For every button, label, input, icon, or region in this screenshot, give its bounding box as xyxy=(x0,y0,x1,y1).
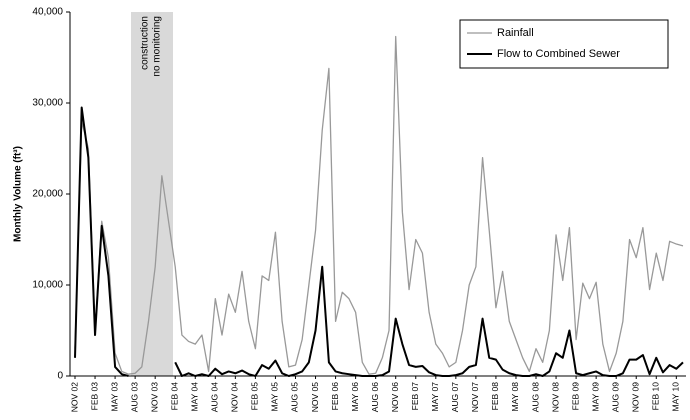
x-tick-label: AUG 03 xyxy=(129,382,139,413)
annotation: no monitoring xyxy=(152,16,163,77)
legend-label: Flow to Combined Sewer xyxy=(497,48,620,60)
y-tick-label: 30,000 xyxy=(32,98,63,109)
x-tick-label: MAY 07 xyxy=(430,382,440,412)
x-tick-label: FEB 05 xyxy=(250,382,260,411)
x-tick-label: FEB 09 xyxy=(570,382,580,411)
x-tick-label: AUG 06 xyxy=(370,382,380,413)
x-tick-label: AUG 09 xyxy=(610,382,620,413)
x-tick-label: NOV 07 xyxy=(470,382,480,413)
legend-box xyxy=(459,19,669,69)
x-tick-label: NOV 05 xyxy=(310,382,320,413)
annotation: construction xyxy=(140,16,151,70)
x-tick-label: MAY 04 xyxy=(190,382,200,412)
x-tick-label: FEB 03 xyxy=(89,382,99,411)
x-tick-label: FEB 08 xyxy=(490,382,500,411)
series-line xyxy=(74,106,684,377)
x-tick-label: MAY 06 xyxy=(350,382,360,412)
x-tick-label: FEB 07 xyxy=(410,382,420,411)
x-tick-label: AUG 08 xyxy=(530,382,540,413)
x-tick-label: MAY 03 xyxy=(109,382,119,412)
x-tick-label: AUG 05 xyxy=(290,382,300,413)
series-line xyxy=(74,35,684,375)
x-tick-label: NOV 09 xyxy=(630,382,640,413)
x-tick-label: AUG 07 xyxy=(450,382,460,413)
legend-label: Rainfall xyxy=(497,27,534,39)
x-tick-label: NOV 02 xyxy=(69,382,79,413)
x-tick-label: FEB 06 xyxy=(330,382,340,411)
x-tick-label: MAY 10 xyxy=(671,382,681,412)
y-axis-label: Monthly Volume (ft³) xyxy=(13,146,24,242)
x-tick-label: MAY 05 xyxy=(270,382,280,412)
y-tick-label: 40,000 xyxy=(32,7,63,18)
x-tick-label: NOV 08 xyxy=(550,382,560,413)
x-tick-label: NOV 04 xyxy=(230,382,240,413)
y-tick-label: 10,000 xyxy=(32,280,63,291)
shaded-period xyxy=(131,12,173,376)
y-tick-label: 20,000 xyxy=(32,189,63,200)
x-tick-label: FEB 10 xyxy=(651,382,661,411)
x-tick-label: NOV 03 xyxy=(149,382,159,413)
x-tick-label: NOV 06 xyxy=(390,382,400,413)
y-tick-label: 0 xyxy=(57,371,63,382)
x-tick-label: MAY 09 xyxy=(590,382,600,412)
x-tick-label: AUG 04 xyxy=(210,382,220,413)
x-tick-label: MAY 08 xyxy=(510,382,520,412)
x-tick-label: FEB 04 xyxy=(169,382,179,411)
